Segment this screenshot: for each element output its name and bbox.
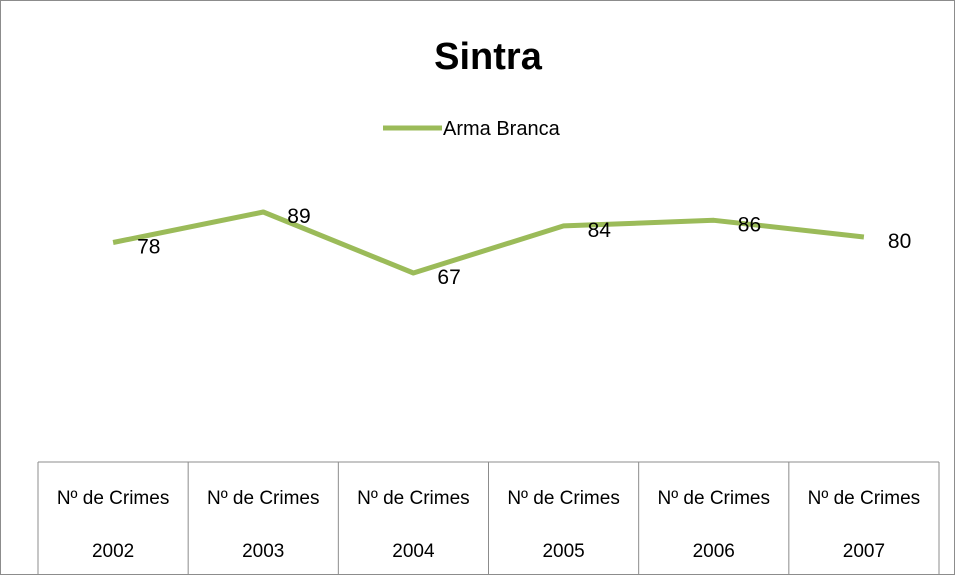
plot-area: 78 89 67 84 86 80	[112, 205, 911, 289]
category-group-label: Nº de Crimes	[808, 488, 921, 509]
category-year-label: 2005	[542, 541, 584, 562]
category-year-label: 2006	[693, 541, 735, 562]
data-label: 89	[287, 205, 310, 228]
legend: Arma Branca	[383, 118, 561, 140]
category-year-label: 2003	[242, 541, 284, 562]
category-group-label: Nº de Crimes	[357, 488, 470, 509]
category-year-label: 2004	[392, 541, 435, 562]
data-label: 80	[888, 230, 911, 253]
category-group-label: Nº de Crimes	[657, 488, 770, 509]
chart-title: Sintra	[434, 36, 543, 78]
data-label: 67	[437, 266, 460, 289]
category-year-label: 2002	[92, 541, 134, 562]
data-label: 78	[137, 236, 160, 259]
series-line-arma-branca	[112, 209, 865, 276]
category-group-label: Nº de Crimes	[207, 488, 320, 509]
data-label: 84	[588, 219, 612, 242]
data-label: 86	[738, 213, 761, 236]
legend-label: Arma Branca	[443, 118, 561, 140]
category-year-label: 2007	[843, 541, 885, 562]
category-axis-table: Nº de Crimes 2002 Nº de Crimes 2003 Nº de Cr…	[37, 461, 940, 574]
category-group-label: Nº de Crimes	[507, 488, 620, 509]
category-group-label: Nº de Crimes	[57, 488, 170, 509]
